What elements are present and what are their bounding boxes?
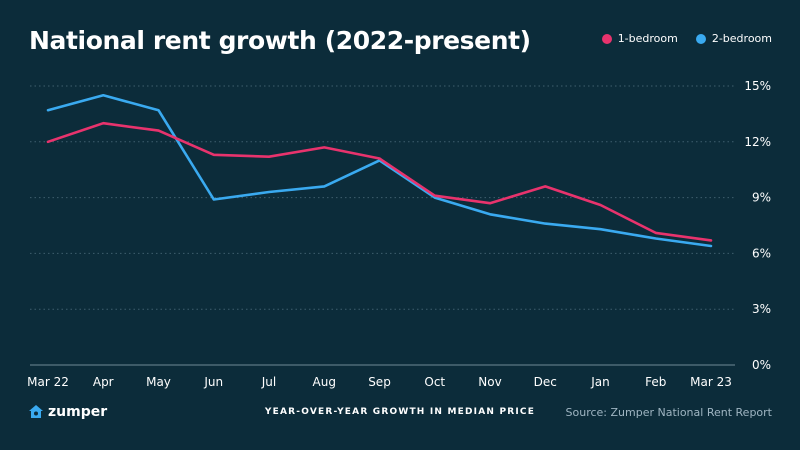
brand-logo: zumper [28,404,107,420]
x-tick-label: Mar 22 [27,375,69,389]
y-tick-label: 3% [752,302,771,316]
legend-item-2-bedroom: 2-bedroom [695,32,772,45]
x-tick-label: Feb [645,375,666,389]
brand-name: zumper [48,404,108,420]
y-tick-label: 12% [744,135,771,149]
x-tick-label: Aug [313,375,336,389]
footer: zumper YEAR-OVER-YEAR GROWTH IN MEDIAN P… [0,404,800,424]
legend-swatch-1-bedroom [601,33,612,44]
x-tick-label: Apr [93,375,114,389]
chart-subtitle: YEAR-OVER-YEAR GROWTH IN MEDIAN PRICE [264,407,536,417]
legend: 1-bedroom 2-bedroom [601,32,772,45]
house-icon [29,405,43,418]
legend-item-1-bedroom: 1-bedroom [601,32,678,45]
x-tick-label: Oct [424,375,445,389]
x-tick-label: Nov [478,375,501,389]
y-tick-label: 15% [744,79,771,93]
legend-label-2-bedroom: 2-bedroom [711,32,772,45]
x-tick-label: Jul [261,375,276,389]
y-tick-label: 9% [752,191,771,205]
source-note: Source: Zumper National Rent Report [565,406,772,419]
x-tick-label: May [146,375,171,389]
x-tick-label: Jun [203,375,223,389]
legend-label-1-bedroom: 1-bedroom [617,32,678,45]
y-tick-label: 0% [752,358,771,372]
chart-title: National rent growth (2022-present) [29,26,531,55]
x-tick-label: Sep [368,375,391,389]
series-line-2-bedroom [46,94,713,248]
legend-swatch-2-bedroom [695,33,706,44]
series-line-1-bedroom [46,121,713,242]
x-tick-label: Dec [534,375,557,389]
y-tick-label: 6% [752,246,771,260]
x-tick-label: Jan [590,375,610,389]
x-tick-label: Mar 23 [690,375,732,389]
line-chart: 0% 3% 6% 9% 12% 15% Mar 22 Apr May Jun Jul Aug Sep Oc… [27,79,771,389]
